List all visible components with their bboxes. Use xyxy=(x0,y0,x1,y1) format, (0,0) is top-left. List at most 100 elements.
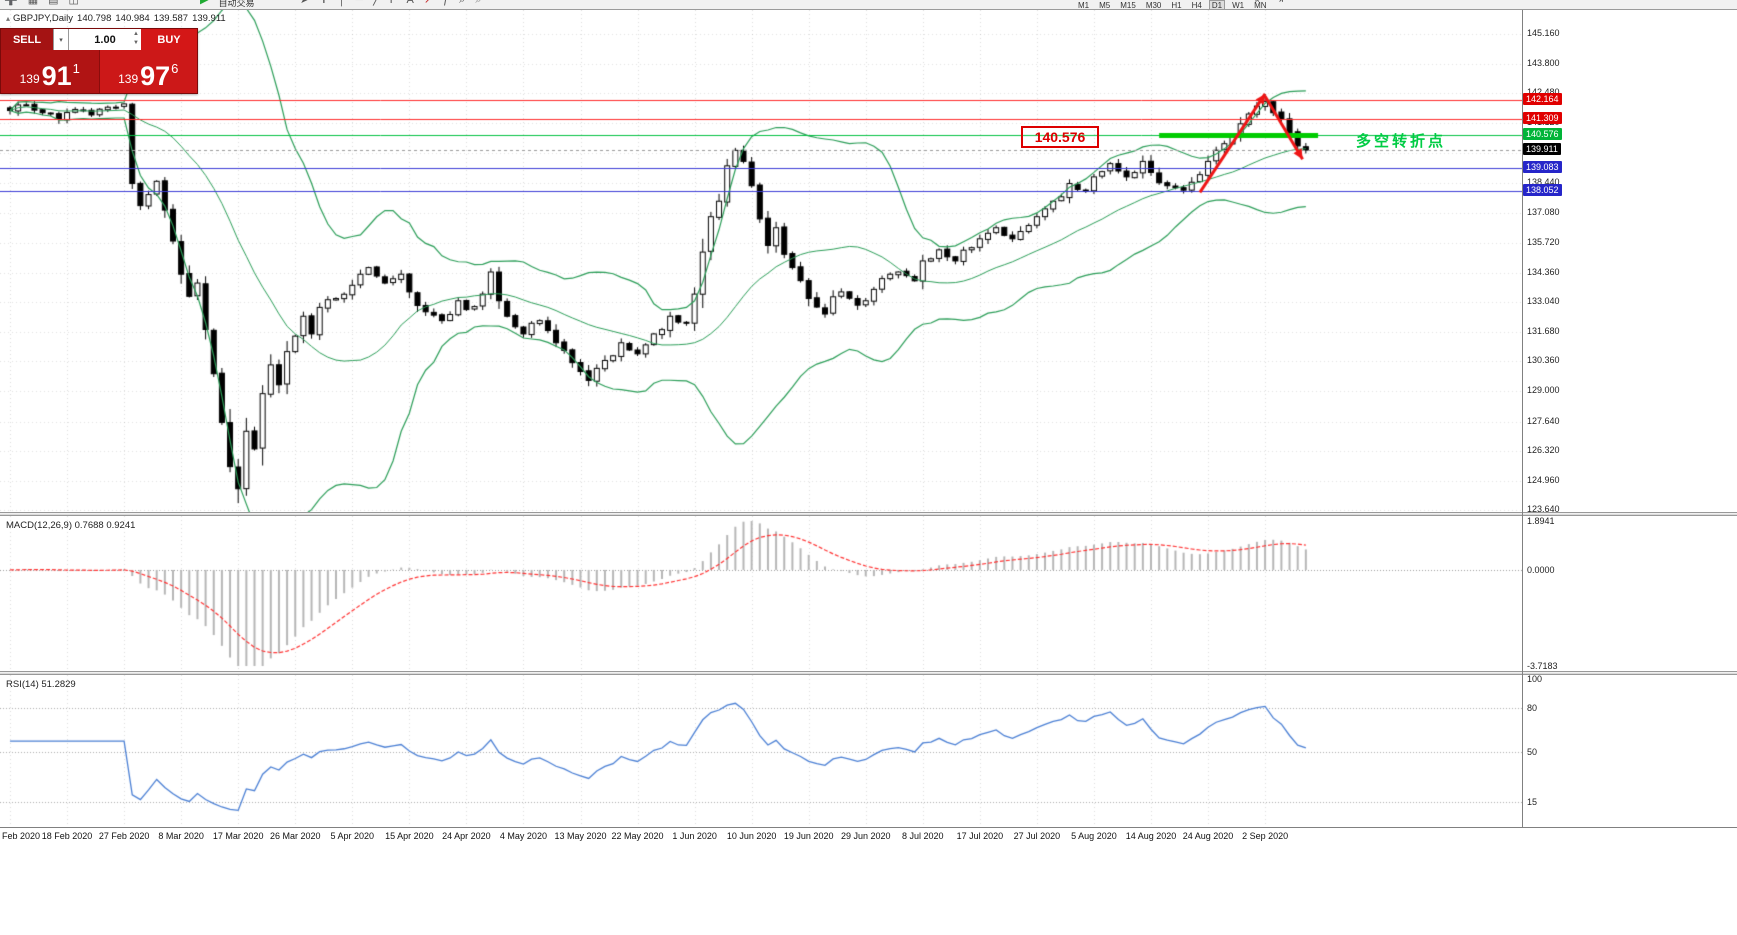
price-tick: 130.360 xyxy=(1527,355,1560,366)
market-watch-icon[interactable]: ◫ xyxy=(68,0,79,6)
macd-axis-label: 0.0000 xyxy=(1527,564,1555,575)
timeframe-button-m15[interactable]: M15 xyxy=(1120,1,1136,10)
timeframe-button-m1[interactable]: M1 xyxy=(1078,1,1090,10)
price-tick: 131.680 xyxy=(1527,326,1560,337)
date-axis-label: 29 Jun 2020 xyxy=(840,831,891,841)
level-price-tag[interactable]: 141.309 xyxy=(1523,112,1562,125)
cursor-icon[interactable]: ➤ xyxy=(300,0,310,6)
date-axis-label: 27 Feb 2020 xyxy=(98,831,150,841)
ohlc-high: 140.984 xyxy=(115,13,150,24)
level-price-tag[interactable]: 138.052 xyxy=(1523,184,1562,197)
volume-value: 1.00 xyxy=(94,33,116,46)
price-callout-box[interactable]: 140.576 xyxy=(1021,126,1099,148)
crosshair-icon[interactable]: ✛ xyxy=(319,0,329,6)
volume-dropdown-icon[interactable]: ▾ xyxy=(53,29,69,50)
timeframe-button-m30[interactable]: M30 xyxy=(1145,1,1162,10)
toolbar-group: ➤ ✛ │ ─ ╱ F A ↗ ƒ ⌕ ⌕ xyxy=(300,0,482,8)
vertical-line-icon[interactable]: │ xyxy=(338,0,346,6)
macd-axis-label: -3.7183 xyxy=(1527,661,1558,671)
price-tick: 123.640 xyxy=(1527,503,1560,514)
trendline-icon[interactable]: ╱ xyxy=(373,0,380,6)
date-axis-label: 4 May 2020 xyxy=(499,831,547,841)
date-axis-label: 15 Apr 2020 xyxy=(385,831,434,841)
rsi-axis-label: 15 xyxy=(1527,797,1538,808)
one-click-trading-widget: SELL ▾ 1.00 ▲ ▼ BUY 139 91 1 139 97 6 xyxy=(0,28,198,94)
fibonacci-icon[interactable]: F xyxy=(389,0,397,6)
price-tick: 134.360 xyxy=(1527,266,1560,277)
sell-price-big: 91 xyxy=(41,61,72,91)
autotrade-button[interactable]: 自动交易 xyxy=(218,0,255,8)
date-axis-label: 19 Jun 2020 xyxy=(783,831,834,841)
toolbar-group: ▶ 自动交易 xyxy=(200,0,254,9)
buy-price-big: 97 xyxy=(140,61,171,91)
price-tick: 133.040 xyxy=(1527,296,1560,307)
text-label-icon[interactable]: A xyxy=(406,0,414,6)
autotrade-icon[interactable]: ▶ xyxy=(200,0,209,6)
buy-button[interactable]: BUY xyxy=(141,29,197,50)
rsi-pane-canvas[interactable] xyxy=(0,675,1522,827)
date-axis-label: 22 May 2020 xyxy=(611,831,664,841)
timeframe-button-h4[interactable]: H4 xyxy=(1191,1,1202,10)
price-tick: 126.320 xyxy=(1527,444,1560,455)
level-price-tag[interactable]: 140.576 xyxy=(1523,128,1562,141)
chart-shift-icon[interactable]: ⇥ xyxy=(1274,0,1284,6)
date-axis-label: 24 Apr 2020 xyxy=(442,831,491,841)
date-axis-label: 13 May 2020 xyxy=(554,831,607,841)
timeframe-button-d1[interactable]: D1 xyxy=(1208,0,1226,9)
date-axis-label: 27 Jul 2020 xyxy=(1013,831,1061,841)
date-axis-label: 10 Jun 2020 xyxy=(726,831,777,841)
timeframe-button-h1[interactable]: H1 xyxy=(1171,1,1182,10)
buy-price[interactable]: 139 97 6 xyxy=(99,50,197,93)
zoom-out-icon[interactable]: ⌕ xyxy=(475,0,482,6)
chart-collapse-icon[interactable]: ▴ xyxy=(6,14,11,23)
horizontal-line-icon[interactable]: ─ xyxy=(355,0,364,6)
rsi-axis-label: 50 xyxy=(1527,746,1538,757)
new-order-icon[interactable]: ➕ xyxy=(4,0,18,6)
level-price-tag[interactable]: 139.083 xyxy=(1523,161,1562,174)
arrow-object-icon[interactable]: ↗ xyxy=(423,0,434,6)
price-tick: 138.440 xyxy=(1527,176,1560,187)
pane-splitter[interactable] xyxy=(0,671,1737,675)
date-axis-label: 1 Jun 2020 xyxy=(672,831,717,841)
sell-price-small: 139 xyxy=(19,72,40,86)
date-axis-label: 2 Sep 2020 xyxy=(1242,831,1289,841)
charts-icon[interactable]: ▦ xyxy=(27,0,39,6)
date-axis-label: Feb 2020 xyxy=(2,831,41,841)
date-axis-label: 14 Aug 2020 xyxy=(1125,831,1177,841)
macd-axis-label: 1.8941 xyxy=(1527,516,1555,526)
zoom-in-icon[interactable]: ⌕ xyxy=(459,0,466,6)
date-axis-label: 8 Mar 2020 xyxy=(158,831,204,841)
date-axis-label: 18 Feb 2020 xyxy=(41,831,93,841)
timeframe-button-w1[interactable]: W1 xyxy=(1232,1,1245,10)
profiles-icon[interactable]: ▤ xyxy=(48,0,59,6)
volume-down-icon[interactable]: ▼ xyxy=(133,40,139,46)
chart-symbol-header: ▴ GBPJPY,Daily 140.798 140.984 139.587 139.91… xyxy=(6,13,230,24)
main-chart-canvas[interactable] xyxy=(0,10,1522,512)
auto-scroll-icon[interactable]: ⇤ xyxy=(1255,0,1265,6)
indicators-icon[interactable]: ƒ xyxy=(443,0,450,6)
volume-up-icon[interactable]: ▲ xyxy=(133,31,139,37)
toolbar-group: ⇤ ⇥ xyxy=(1255,0,1283,8)
macd-pane-canvas[interactable] xyxy=(0,516,1522,671)
sell-price-pip: 1 xyxy=(72,61,80,76)
date-axis xyxy=(0,827,1737,846)
price-tick: 127.640 xyxy=(1527,415,1560,426)
rsi-indicator-label: RSI(14) 51.2829 xyxy=(6,679,76,690)
symbol-name: GBPJPY,Daily xyxy=(13,13,74,24)
turning-point-annotation[interactable]: 多空转折点 xyxy=(1356,133,1447,150)
volume-input[interactable]: 1.00 ▲ ▼ xyxy=(69,29,141,50)
timeframe-button-m5[interactable]: M5 xyxy=(1099,1,1111,10)
toolbar-separator xyxy=(0,9,1737,10)
price-tick: 129.000 xyxy=(1527,385,1560,396)
rsi-axis-label: 80 xyxy=(1527,703,1538,713)
macd-indicator-label: MACD(12,26,9) 0.7688 0.9241 xyxy=(6,520,136,531)
buy-price-pip: 6 xyxy=(171,61,179,76)
level-price-tag[interactable]: 142.164 xyxy=(1523,93,1562,106)
rsi-axis-label: 100 xyxy=(1527,674,1543,684)
sell-button[interactable]: SELL xyxy=(1,29,53,50)
sell-price[interactable]: 139 91 1 xyxy=(1,50,100,93)
date-axis-label: 17 Jul 2020 xyxy=(956,831,1004,841)
pane-splitter[interactable] xyxy=(0,512,1737,516)
timeframe-button-mn[interactable]: MN xyxy=(1254,1,1267,10)
